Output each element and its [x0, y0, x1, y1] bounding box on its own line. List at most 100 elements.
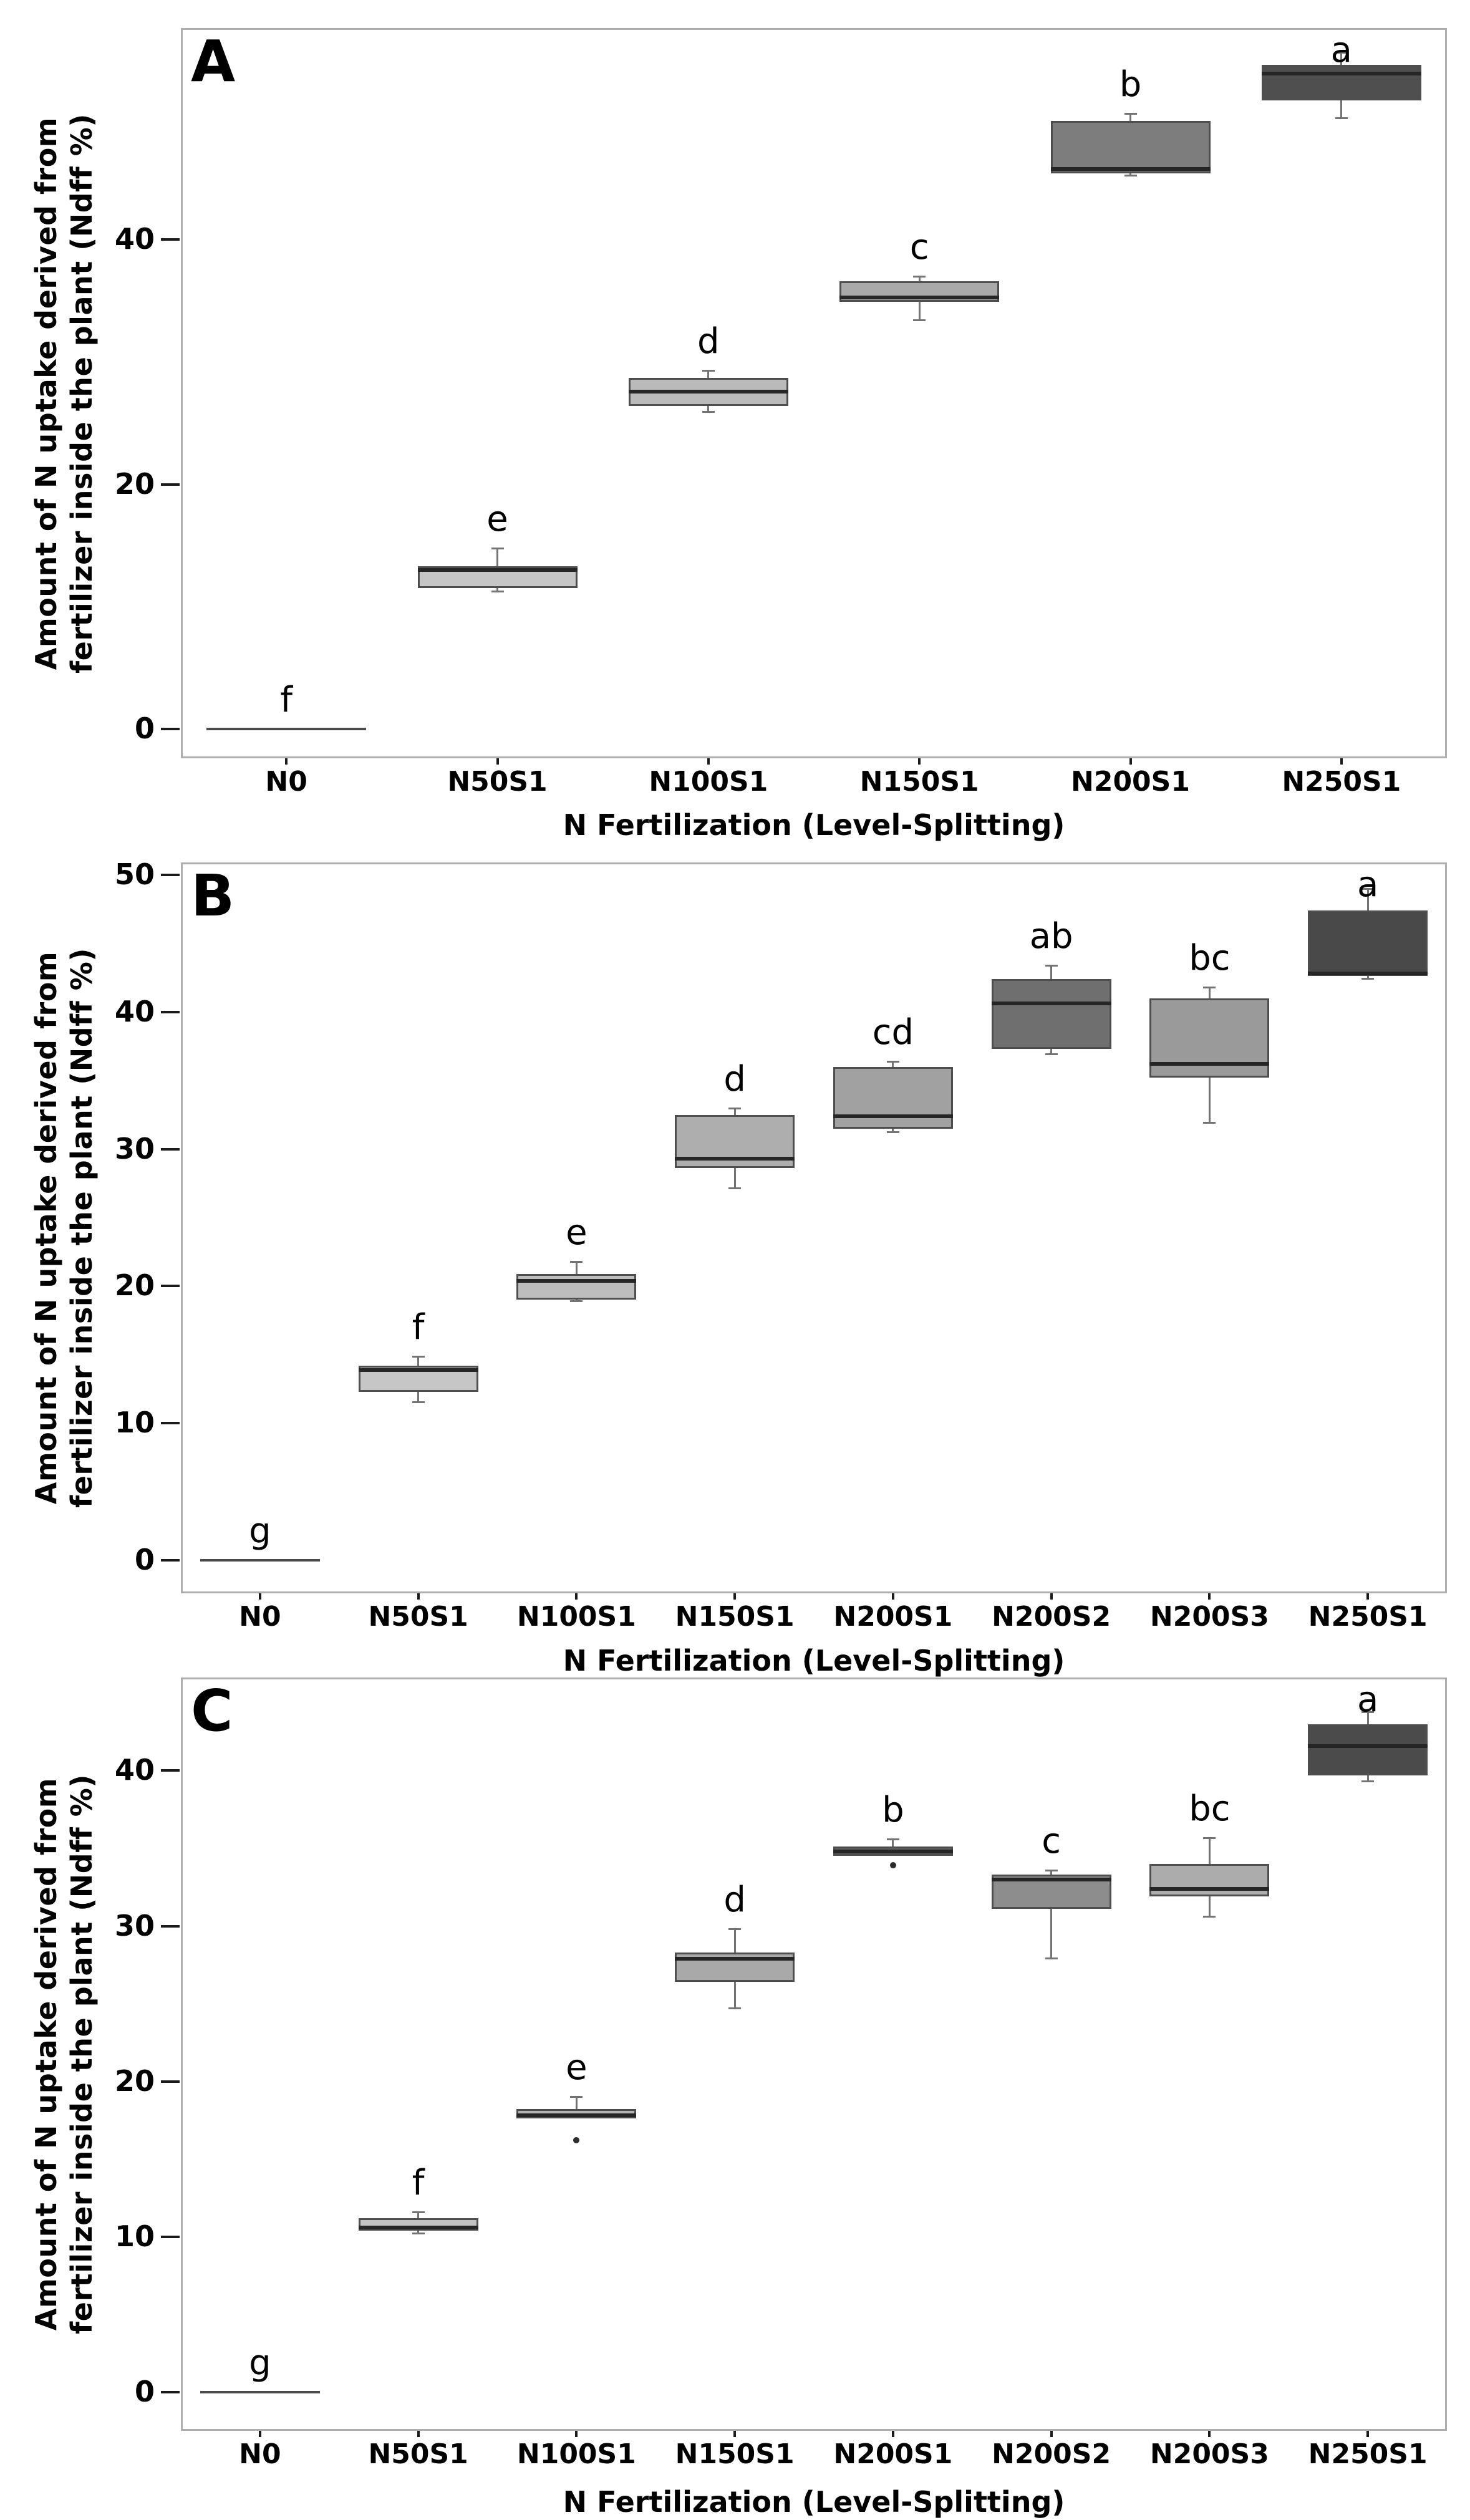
boxplot-b-N250S1-box [1308, 910, 1428, 977]
boxplot-a-N100S1-median [628, 389, 788, 393]
boxplot-b-N200S2-lower-staple [1045, 1053, 1058, 1055]
panel-a-y-tick-mark [161, 483, 180, 486]
boxplot-b-N100S1-median [516, 1278, 637, 1283]
significance-letter-c-N200S2: c [1042, 1820, 1061, 1861]
boxplot-b-N200S3-lower-staple [1203, 1121, 1216, 1124]
panel-b-x-tick-label: N200S3 [1149, 1601, 1269, 1633]
panel-b-x-tick-mark [891, 1593, 894, 1600]
significance-letter-a-N100S1: d [697, 321, 720, 362]
panel-b-x-tick-label: N0 [239, 1601, 281, 1633]
boxplot-a-N250S1-upper-staple [1335, 52, 1348, 54]
panel-b-x-tick-label: N200S2 [992, 1601, 1111, 1633]
boxplot-c-N150S1-lower-staple [728, 2007, 742, 2009]
significance-letter-a-N200S1: b [1119, 64, 1142, 105]
panel-b-y-tick-mark [161, 1559, 180, 1562]
panel-c-x-tick-mark [1050, 2431, 1053, 2437]
panel-c-plot-area [181, 1678, 1447, 2431]
boxplot-a-N200S1-upper-staple [1124, 113, 1137, 115]
panel-b-x-tick-mark [733, 1593, 737, 1600]
significance-letter-b-N100S1: e [566, 1212, 588, 1253]
boxplot-c-N200S2-whisker [1050, 1870, 1053, 1959]
boxplot-b-N200S3-median [1149, 1062, 1270, 1066]
panel-a-y-axis-title: Amount of N uptake derived from fertiliz… [27, 7, 102, 780]
boxplot-a-N250S1-median [1261, 71, 1421, 75]
boxplot-b-N200S3-upper-staple [1203, 987, 1216, 989]
boxplot-c-N250S1-box [1308, 1724, 1428, 1775]
panel-c-y-tick-label: 20 [114, 2064, 155, 2098]
boxplot-a-N50S1-median [417, 567, 578, 572]
boxplot-b-N250S1-upper-staple [1361, 887, 1375, 890]
panel-b-x-tick-mark [258, 1593, 261, 1600]
panel-c-x-tick-label: N50S1 [368, 2438, 468, 2470]
panel-a-y-axis-title-line1: Amount of N uptake derived from [29, 117, 63, 670]
boxplot-b-N200S1-box [833, 1066, 953, 1129]
panel-c-x-tick-mark [417, 2431, 420, 2437]
panel-b-y-tick-mark [161, 1010, 180, 1013]
panel-a-y-axis-title-line2: fertilizer inside the plant (Ndff %) [65, 113, 99, 673]
panel-b-y-tick-label: 20 [114, 1268, 155, 1303]
panel-a-x-tick-label: N150S1 [859, 766, 979, 798]
boxplot-c-N200S2-median [991, 1877, 1111, 1881]
significance-letter-b-N0: g [249, 1511, 271, 1552]
boxplot-c-N200S2-upper-staple [1045, 1869, 1058, 1871]
panel-c-y-tick-label: 10 [114, 2219, 155, 2253]
panel-b-y-tick-label: 50 [114, 857, 155, 891]
panel-b-y-tick-mark [161, 1422, 180, 1425]
significance-letter-c-N100S1: e [566, 2047, 588, 2088]
panel-c-y-tick-mark [161, 2080, 180, 2083]
panel-a-letter: A [191, 28, 236, 95]
boxplot-a-N200S1-median [1050, 167, 1211, 171]
panel-b-x-tick-label: N250S1 [1308, 1601, 1428, 1633]
panel-a-y-tick-mark [161, 727, 180, 730]
significance-letter-b-N50S1: f [412, 1306, 425, 1348]
panel-a-x-tick-label: N0 [265, 766, 307, 798]
panel-b-x-tick-mark [1366, 1593, 1370, 1600]
panel-b-x-tick-mark [1050, 1593, 1053, 1600]
boxplot-a-N0-zero-line [206, 727, 367, 730]
significance-letter-a-N250S1: a [1330, 30, 1352, 70]
panel-c-y-tick-mark [161, 2235, 180, 2238]
boxplot-c-N100S1-median [516, 2113, 637, 2118]
boxplot-a-N50S1-lower-staple [491, 591, 504, 593]
panel-c-y-tick-label: 40 [114, 1753, 155, 1787]
panel-b-y-tick-label: 0 [134, 1543, 155, 1577]
boxplot-c-N50S1-lower-staple [412, 2232, 425, 2234]
panel-a-plot-area [181, 28, 1447, 758]
panel-c-x-tick-label: N200S3 [1149, 2438, 1269, 2470]
significance-letter-b-N250S1: a [1356, 864, 1379, 905]
significance-letter-a-N50S1: e [486, 498, 508, 539]
boxplot-c-N200S1-outlier [889, 1862, 896, 1869]
boxplot-c-N50S1-median [358, 2225, 478, 2229]
panel-b-y-tick-mark [161, 1147, 180, 1151]
boxplot-c-N100S1-outlier [573, 2137, 580, 2144]
boxplot-a-N100S1-lower-staple [702, 410, 715, 413]
panel-c-y-axis-title-line1: Amount of N uptake derived from [29, 1777, 63, 2331]
significance-letter-b-N200S2: ab [1029, 915, 1073, 957]
panel-c-x-tick-label: N200S1 [833, 2438, 953, 2470]
panel-b-y-tick-label: 10 [114, 1406, 155, 1440]
panel-c-x-tick-mark [258, 2431, 261, 2437]
boxplot-c-N150S1-median [675, 1956, 795, 1961]
boxplot-a-N150S1-median [839, 295, 1000, 299]
boxplot-c-N200S3-box [1149, 1863, 1270, 1897]
boxplot-b-N200S1-upper-staple [886, 1060, 899, 1063]
boxplot-c-N50S1-upper-staple [412, 2211, 425, 2213]
boxplot-a-N250S1-box [1261, 64, 1421, 100]
boxplot-c-N100S1-whisker [575, 2097, 578, 2119]
significance-letter-a-N150S1: c [909, 227, 929, 268]
boxplot-b-N150S1-upper-staple [728, 1107, 742, 1109]
boxplot-b-N50S1-upper-staple [412, 1355, 425, 1358]
panel-a-x-tick-mark [1340, 758, 1343, 765]
boxplot-c-N200S2-lower-staple [1045, 1957, 1058, 1959]
significance-letter-c-N250S1: a [1356, 1679, 1379, 1720]
panel-a-x-tick-label: N100S1 [649, 766, 768, 798]
boxplot-a-N100S1-upper-staple [702, 370, 715, 372]
boxplot-c-N200S1-median [833, 1849, 953, 1853]
boxplot-b-N200S2-median [991, 1002, 1111, 1006]
panel-a-x-tick-mark [707, 758, 710, 765]
boxplot-c-N250S1-lower-staple [1361, 1780, 1375, 1782]
panel-c-x-tick-mark [1366, 2431, 1370, 2437]
boxplot-b-N250S1-lower-staple [1361, 977, 1375, 980]
panel-c-x-tick-mark [891, 2431, 894, 2437]
